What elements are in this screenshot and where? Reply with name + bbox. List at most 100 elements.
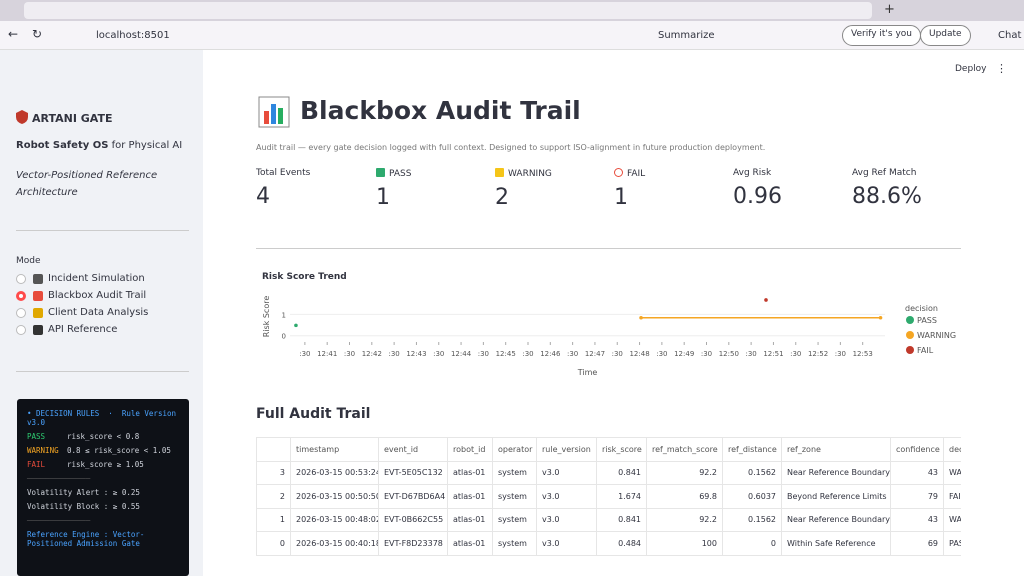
metric: WARNING 2 bbox=[495, 168, 615, 210]
tab-bar: + bbox=[0, 0, 1024, 21]
table-cell: WARNING bbox=[943, 507, 961, 532]
legend-swatch bbox=[906, 316, 914, 324]
metric-value: 1 bbox=[376, 185, 390, 210]
table-cell: WARNING bbox=[943, 460, 961, 485]
decision-rules: • DECISION RULES · Rule Version v3.0 PAS… bbox=[17, 399, 189, 576]
new-tab[interactable]: + bbox=[884, 2, 895, 17]
metric-label: Avg Risk bbox=[733, 168, 853, 178]
column-header: ref_distance bbox=[722, 437, 782, 462]
header-row: timestamp event_id robot_id operator rule_ve… bbox=[256, 437, 961, 462]
menu[interactable]: ⋮ bbox=[996, 62, 1007, 75]
fail-rule: risk_score ≥ 1.05 bbox=[67, 460, 144, 469]
table-cell: 0 bbox=[256, 531, 291, 556]
back[interactable]: ← bbox=[8, 27, 19, 41]
column-header: event_id bbox=[378, 437, 448, 462]
table-cell: atlas-01 bbox=[447, 531, 493, 556]
metric-value: 4 bbox=[256, 184, 270, 209]
table-cell: 0.841 bbox=[596, 507, 647, 532]
divider bbox=[16, 230, 189, 231]
rules-heading: • DECISION RULES · Rule Version v3.0 bbox=[27, 409, 181, 427]
table-cell: 0 bbox=[722, 531, 782, 556]
table-cell: Near Reference Boundary bbox=[781, 460, 891, 485]
x-tick-label: :30 bbox=[790, 350, 801, 358]
table-cell: 2026-03-15 00:50:50 bbox=[290, 484, 379, 509]
mode-icon bbox=[33, 325, 43, 335]
column-header bbox=[256, 437, 291, 462]
column-header: timestamp bbox=[290, 437, 379, 462]
active-tab[interactable] bbox=[24, 2, 872, 19]
mode-radio[interactable] bbox=[16, 308, 26, 318]
mode-radio[interactable] bbox=[16, 274, 26, 284]
x-axis-label: Time bbox=[577, 368, 598, 377]
mode-option[interactable]: Blackbox Audit Trail bbox=[48, 290, 147, 301]
rule-warning: WARNING 0.8 ≤ risk_score < 1.05 bbox=[27, 446, 179, 455]
metric-label-text: Avg Ref Match bbox=[852, 168, 917, 178]
metric-value: 0.96 bbox=[733, 184, 782, 209]
mode-radio[interactable] bbox=[16, 291, 26, 301]
address-bar: ← ↻ localhost:8501 Summarize Verify it's… bbox=[0, 21, 1024, 50]
point bbox=[294, 323, 298, 328]
mode-icon bbox=[33, 291, 43, 301]
column-header: confidence bbox=[890, 437, 944, 462]
url[interactable]: localhost:8501 bbox=[96, 30, 170, 41]
metric-icon bbox=[614, 168, 623, 177]
fail-label: FAIL bbox=[27, 460, 46, 469]
table-row: 3 2026-03-15 00:53:24 EVT-5E05C132 atlas-01… bbox=[256, 460, 961, 485]
metric-label-text: Avg Risk bbox=[733, 168, 772, 178]
mode-option[interactable]: Incident Simulation bbox=[48, 273, 145, 284]
metric: Avg Ref Match 88.6% bbox=[852, 168, 972, 209]
table-title: Full Audit Trail bbox=[256, 406, 371, 422]
table-cell: v3.0 bbox=[536, 531, 597, 556]
x-tick-label: 12:41 bbox=[317, 350, 337, 358]
update[interactable]: Update bbox=[920, 25, 971, 46]
table-cell: 92.2 bbox=[646, 507, 723, 532]
mode-radio[interactable] bbox=[16, 325, 26, 335]
pass-rule: risk_score < 0.8 bbox=[67, 432, 140, 441]
x-tick-label: :30 bbox=[835, 350, 846, 358]
table-row: 2 2026-03-15 00:50:50 EVT-D67BD6A4 atlas-01… bbox=[256, 484, 961, 509]
metric-value: 88.6% bbox=[852, 184, 922, 209]
y-tick-label: 0 bbox=[282, 333, 286, 341]
table-cell: 0.6037 bbox=[722, 484, 782, 509]
x-tick-label: 12:45 bbox=[496, 350, 516, 358]
x-tick-label: :30 bbox=[745, 350, 756, 358]
table-row: 0 2026-03-15 00:40:18 EVT-F8D23378 atlas-01… bbox=[256, 531, 961, 556]
table-cell: system bbox=[492, 484, 537, 509]
legend-title: decision bbox=[905, 304, 938, 313]
table-cell: system bbox=[492, 507, 537, 532]
x-tick-label: 12:47 bbox=[585, 350, 605, 358]
x-tick-label: 12:50 bbox=[719, 350, 739, 358]
point bbox=[764, 298, 768, 302]
metric-label: FAIL bbox=[614, 168, 734, 179]
column-header: decision bbox=[943, 437, 961, 462]
summarize[interactable]: Summarize bbox=[658, 30, 715, 41]
audit-table: timestamp event_id robot_id operator rule_ve… bbox=[256, 437, 961, 556]
reload[interactable]: ↻ bbox=[32, 27, 43, 41]
chat[interactable]: Chat bbox=[998, 30, 1022, 41]
column-header: operator bbox=[492, 437, 537, 462]
warning-rule: 0.8 ≤ risk_score < 1.05 bbox=[67, 446, 171, 455]
verify[interactable]: Verify it's you bbox=[842, 25, 921, 46]
mode-option[interactable]: API Reference bbox=[48, 324, 118, 335]
mode-label: Mode bbox=[16, 256, 41, 266]
x-tick-label: 12:42 bbox=[362, 350, 382, 358]
x-tick-label: 12:51 bbox=[763, 350, 783, 358]
tagline-bold: Robot Safety OS bbox=[16, 140, 109, 151]
metric-label: PASS bbox=[376, 168, 496, 179]
table-cell: EVT-0B662C55 bbox=[378, 507, 448, 532]
table-cell: 2026-03-15 00:40:18 bbox=[290, 531, 379, 556]
legend-label: PASS bbox=[917, 316, 937, 325]
metric: PASS 1 bbox=[376, 168, 496, 210]
x-tick-label: 12:49 bbox=[674, 350, 694, 358]
metric-icon bbox=[376, 168, 385, 177]
metric-label-text: FAIL bbox=[627, 169, 646, 179]
deploy[interactable]: Deploy bbox=[955, 64, 987, 74]
metric-label-text: Total Events bbox=[256, 168, 311, 178]
metric: Avg Risk 0.96 bbox=[733, 168, 853, 209]
mode-option[interactable]: Client Data Analysis bbox=[48, 307, 149, 318]
x-tick-label: 12:53 bbox=[853, 350, 873, 358]
table-cell: Near Reference Boundary bbox=[781, 507, 891, 532]
table-cell: FAIL bbox=[943, 484, 961, 509]
column-header: robot_id bbox=[447, 437, 493, 462]
